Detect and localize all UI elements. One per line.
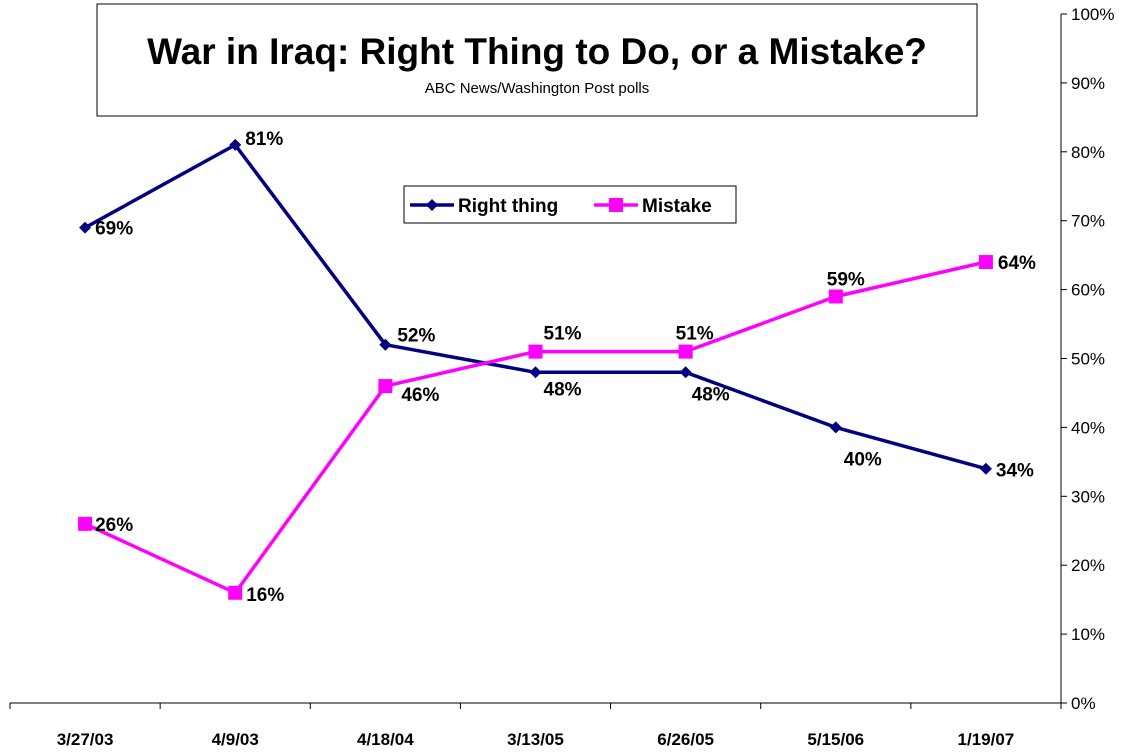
data-label: 16% bbox=[246, 585, 284, 606]
y-tick-label: 50% bbox=[1071, 350, 1105, 369]
y-axis-ticks: 0% 10% 20% 30% 40% 50% 60% 70% 80% 90% 100% bbox=[1061, 5, 1114, 713]
title-box: War in Iraq: Right Thing to Do, or a Mis… bbox=[96, 3, 978, 117]
data-label: 48% bbox=[544, 379, 582, 400]
series-right-thing bbox=[79, 138, 992, 475]
data-label: 26% bbox=[95, 515, 133, 536]
data-point-square bbox=[978, 255, 993, 270]
x-tick-label: 3/13/05 bbox=[507, 730, 564, 749]
data-point-square bbox=[378, 379, 393, 394]
x-tick-label: 3/27/03 bbox=[57, 730, 114, 749]
data-label: 51% bbox=[544, 324, 582, 345]
data-point-diamond bbox=[679, 366, 692, 379]
data-point-square bbox=[528, 344, 543, 359]
series-mistake bbox=[78, 255, 993, 600]
data-point-diamond bbox=[529, 366, 542, 379]
series-line bbox=[84, 260, 987, 595]
plot-area: 0% 10% 20% 30% 40% 50% 60% 70% 80% 90% 100% 3/27/0… bbox=[9, 5, 1114, 749]
data-labels: 69% 81% 52% 48% 48% 40% 34% 26% 16% 46% 51% 51% 59% 6… bbox=[95, 129, 1036, 606]
data-point-diamond bbox=[379, 338, 392, 351]
data-point-square bbox=[228, 585, 243, 600]
y-tick-label: 20% bbox=[1071, 556, 1105, 575]
data-point-square bbox=[678, 344, 693, 359]
y-tick-label: 10% bbox=[1071, 625, 1105, 644]
y-tick-label: 0% bbox=[1071, 694, 1096, 713]
data-label: 51% bbox=[676, 324, 714, 345]
x-tick-label: 1/19/07 bbox=[958, 730, 1015, 749]
data-point-diamond bbox=[979, 462, 992, 475]
chart-title: War in Iraq: Right Thing to Do, or a Mis… bbox=[147, 31, 927, 72]
data-point-diamond bbox=[229, 138, 242, 151]
data-label: 46% bbox=[401, 385, 439, 406]
data-label: 59% bbox=[827, 269, 865, 290]
data-label: 64% bbox=[998, 253, 1036, 274]
chart-subtitle: ABC News/Washington Post polls bbox=[425, 80, 650, 97]
data-point-square bbox=[78, 516, 93, 531]
x-tick-label: 4/9/03 bbox=[212, 730, 259, 749]
data-label: 69% bbox=[95, 219, 133, 240]
series-layer bbox=[78, 138, 993, 600]
diamond-marker-icon bbox=[426, 199, 438, 211]
x-tick-label: 6/26/05 bbox=[657, 730, 714, 749]
data-label: 48% bbox=[692, 384, 730, 405]
data-label: 40% bbox=[844, 449, 882, 470]
legend-entry-right-thing: Right thing bbox=[410, 196, 558, 217]
x-tick-label: 4/18/04 bbox=[357, 730, 414, 749]
legend-label-mistake: Mistake bbox=[642, 196, 712, 217]
y-tick-label: 70% bbox=[1071, 212, 1105, 231]
y-tick-label: 60% bbox=[1071, 281, 1105, 300]
data-point-square bbox=[828, 289, 843, 304]
y-tick-label: 80% bbox=[1071, 143, 1105, 162]
x-axis-ticks: 3/27/03 4/9/03 4/18/04 3/13/05 6/26/05 5/15/0… bbox=[9, 703, 1062, 749]
legend: Right thing Mistake bbox=[403, 185, 737, 224]
y-tick-label: 90% bbox=[1071, 74, 1105, 93]
legend-entry-mistake: Mistake bbox=[594, 196, 712, 217]
data-label: 81% bbox=[245, 129, 283, 150]
y-tick-label: 40% bbox=[1071, 418, 1105, 437]
square-marker-icon bbox=[609, 198, 623, 212]
data-point-diamond bbox=[829, 421, 842, 434]
data-label: 52% bbox=[397, 326, 435, 347]
y-tick-label: 30% bbox=[1071, 487, 1105, 506]
data-point-diamond bbox=[79, 221, 92, 234]
y-tick-label: 100% bbox=[1071, 5, 1114, 24]
data-label: 34% bbox=[996, 461, 1034, 482]
x-tick-label: 5/15/06 bbox=[807, 730, 864, 749]
legend-label-right-thing: Right thing bbox=[458, 196, 558, 217]
